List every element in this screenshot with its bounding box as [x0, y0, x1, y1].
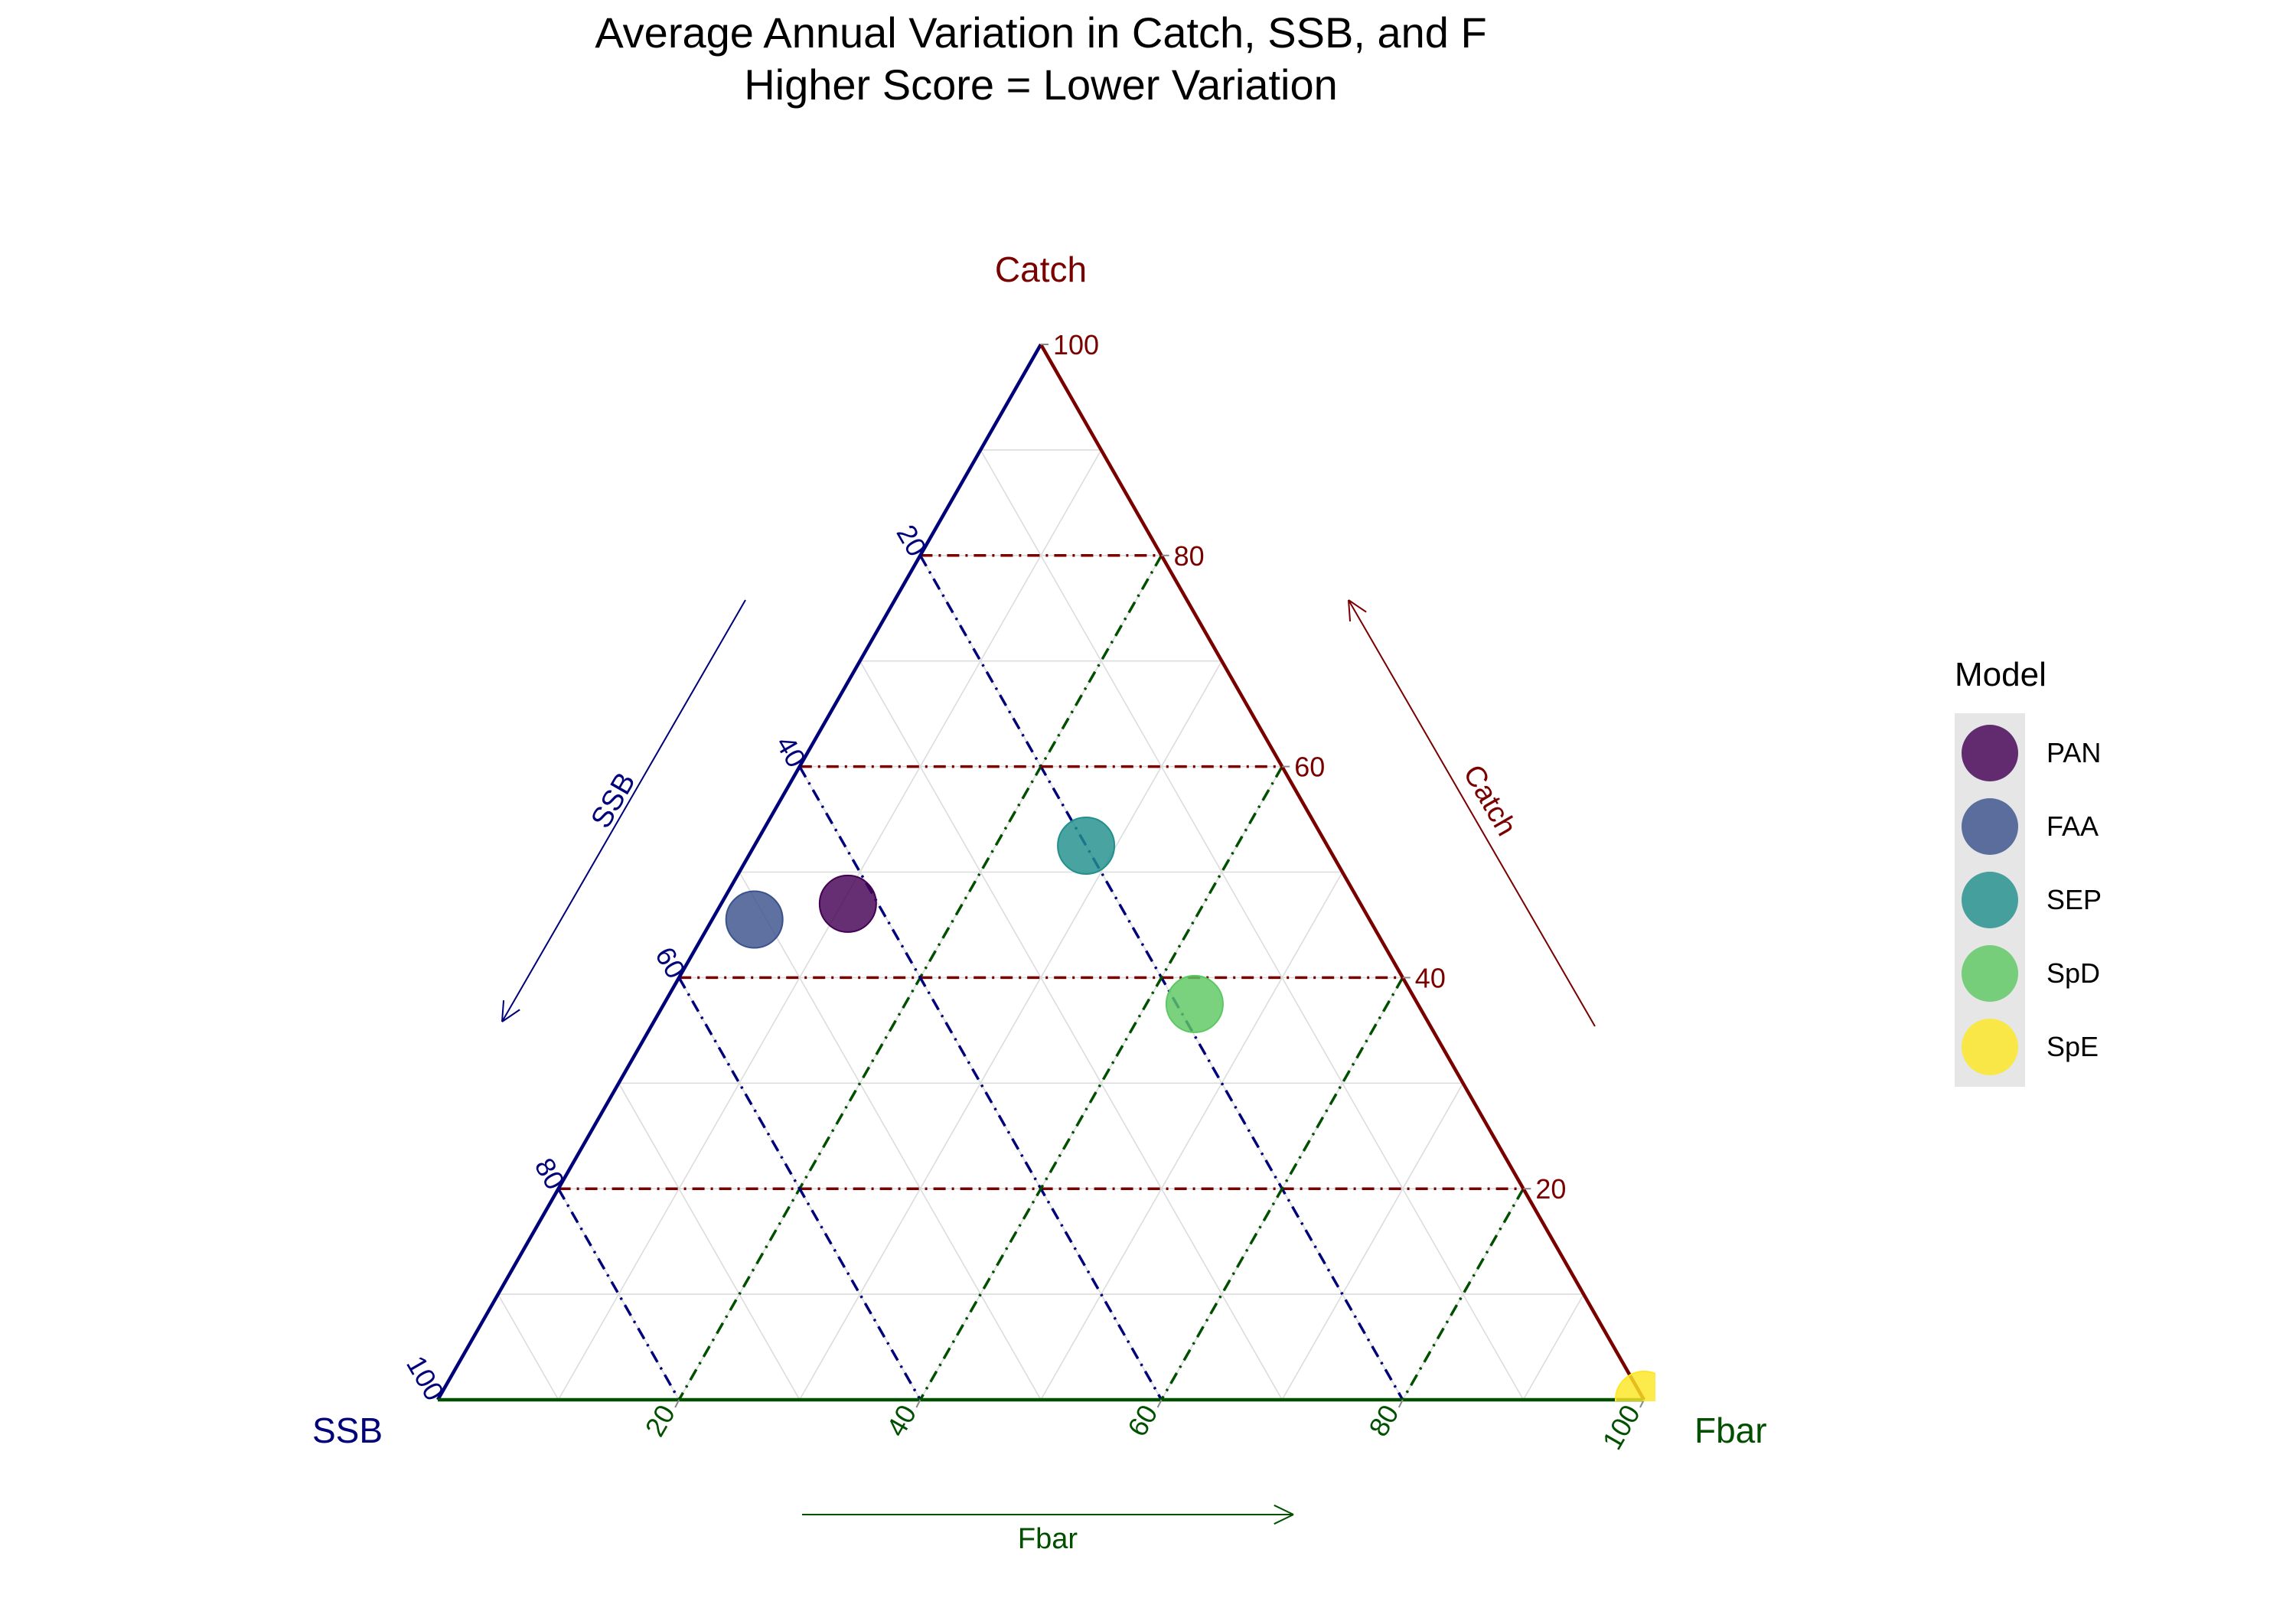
grid-line-ssb: [497, 1293, 559, 1401]
catch-direction-arrow: [1348, 599, 1596, 1027]
major-gridlines: [557, 554, 1525, 1401]
grid-line-fbar: [799, 660, 1223, 1401]
tick-label-fbar: 20: [639, 1400, 682, 1442]
tick-label-fbar: 60: [1121, 1400, 1164, 1442]
tick-label-fbar: 80: [1362, 1400, 1405, 1442]
catch-direction-arrow-shaft: [1348, 599, 1596, 1027]
tick-label-fbar: 100: [1596, 1400, 1646, 1456]
catch-direction-arrow-head: [1348, 599, 1352, 621]
legend-swatch-faa: [1962, 798, 2018, 855]
point-sep: [1057, 817, 1116, 876]
triangle-frame: [436, 343, 1645, 1402]
minor-gridlines: [497, 449, 1584, 1401]
grid-line-ssb: [557, 1188, 680, 1401]
fbar-direction-arrow-head: [1274, 1504, 1294, 1515]
legend-label-faa: FAA: [2047, 810, 2099, 842]
major-grid-ssb: [677, 977, 921, 1401]
major-grid-ssb: [798, 765, 1163, 1401]
grid-line-fbar: [1040, 872, 1343, 1401]
grid-line-ssb: [618, 1082, 801, 1401]
tick-label-fbar: 40: [880, 1400, 923, 1442]
legend-swatch-pan: [1962, 725, 2018, 781]
legend: Model PAN FAA SEP SpD SpE: [1955, 656, 2102, 1087]
tick-mark-fbar: [1397, 1399, 1404, 1408]
fbar-direction-arrow: [802, 1504, 1294, 1525]
axis-line-catch: [1039, 343, 1645, 1401]
tick-label-catch: 40: [1415, 962, 1446, 993]
axis-label-fbar: Fbar: [1694, 1410, 1767, 1450]
tick-label-ssb: 100: [400, 1350, 451, 1406]
data-points: [725, 817, 1655, 1401]
ssb-arrow-label: SSB: [585, 768, 641, 834]
grid-line-ssb: [739, 872, 1042, 1401]
legend-swatch-sep: [1962, 872, 2018, 928]
fbar-direction-arrow-head: [1274, 1514, 1294, 1525]
chart-title: Average Annual Variation in Catch, SSB, …: [595, 8, 1486, 57]
grid-line-fbar: [1402, 1188, 1525, 1401]
point-spd: [1165, 974, 1224, 1033]
grid-line-ssb: [980, 449, 1525, 1401]
legend-label-pan: PAN: [2047, 737, 2101, 768]
legend-label-sep: SEP: [2047, 884, 2102, 915]
point-pan: [818, 874, 877, 933]
axis-label-catch: Catch: [995, 249, 1087, 289]
point-spe: [1615, 1371, 1655, 1401]
ssb-direction-arrow-shaft: [501, 599, 746, 1022]
ssb-direction-arrow-head: [501, 1009, 520, 1022]
tick-label-catch: 100: [1053, 329, 1099, 360]
tick-mark-fbar: [674, 1399, 680, 1408]
grid-line-fbar: [1281, 1082, 1464, 1401]
tick-label-catch: 20: [1535, 1173, 1566, 1205]
grid-line-ssb: [859, 660, 1283, 1401]
tick-mark-fbar: [915, 1399, 921, 1408]
ssb-direction-arrow-head: [501, 1000, 505, 1022]
axis-labels: Catch SSB Fbar Catch SSB Fbar: [312, 249, 1767, 1555]
legend-swatch-spe: [1962, 1019, 2018, 1075]
axis-line-ssb: [436, 343, 1042, 1401]
major-grid-fbar: [1160, 977, 1404, 1401]
legend-swatch-spd: [1962, 945, 2018, 1002]
catch-direction-arrow-head: [1348, 599, 1367, 613]
chart-subtitle: Higher Score = Lower Variation: [744, 60, 1338, 109]
fbar-arrow-label: Fbar: [1018, 1523, 1078, 1555]
catch-arrow-label: Catch: [1456, 760, 1522, 842]
legend-title: Model: [1955, 656, 2047, 693]
axis-label-ssb: SSB: [312, 1410, 383, 1450]
tick-label-catch: 60: [1294, 752, 1325, 783]
ssb-direction-arrow: [501, 599, 746, 1022]
legend-label-spd: SpD: [2047, 957, 2100, 989]
point-faa: [725, 890, 784, 949]
legend-label-spe: SpE: [2047, 1031, 2099, 1062]
major-grid-fbar: [918, 765, 1283, 1401]
tick-mark-fbar: [1156, 1399, 1163, 1408]
grid-line-fbar: [1522, 1293, 1584, 1401]
tick-label-catch: 80: [1174, 540, 1205, 572]
